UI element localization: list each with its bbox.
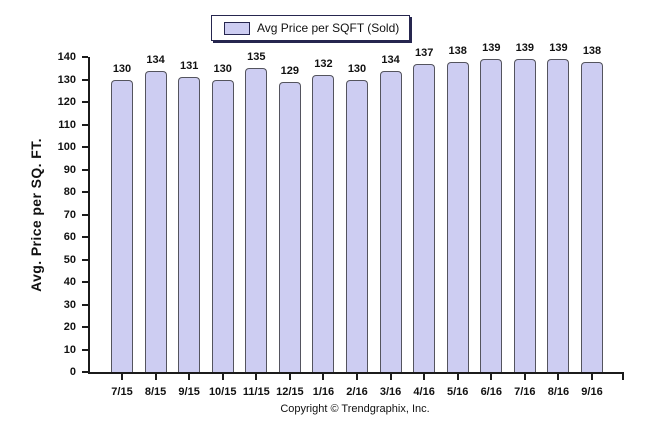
y-tick (82, 123, 88, 126)
x-axis-label: 2/16 (346, 386, 368, 398)
x-tick (523, 374, 526, 380)
y-tick-label: 40 (63, 276, 76, 288)
bar (547, 59, 570, 372)
y-tick-label: 60 (63, 231, 76, 243)
y-tick-label: 30 (63, 298, 76, 311)
y-tick-label: 80 (63, 186, 76, 198)
bar (245, 68, 268, 372)
x-tick (490, 374, 493, 380)
x-axis-label: 9/15 (178, 386, 200, 398)
legend-label: Avg Price per SQFT (Sold) (257, 21, 400, 35)
x-axis-end-tick (622, 374, 624, 380)
y-tick (82, 348, 88, 351)
bar-value-label: 132 (314, 58, 333, 70)
y-tick-label: 70 (63, 208, 76, 221)
y-tick (82, 213, 88, 216)
y-tick (82, 101, 88, 103)
x-tick (288, 374, 291, 380)
bar (211, 79, 234, 372)
x-axis-label: 6/16 (480, 386, 502, 398)
y-tick (82, 258, 88, 261)
bar-value-label: 130 (112, 62, 132, 75)
y-tick-label: 90 (63, 163, 76, 176)
x-tick (221, 374, 224, 380)
x-tick (591, 374, 593, 380)
x-tick (389, 374, 392, 380)
bar-value-label: 139 (549, 42, 568, 55)
y-tick (82, 371, 88, 373)
bar-value-label: 134 (381, 53, 400, 66)
x-axis-label: 10/15 (208, 386, 237, 398)
x-tick (322, 374, 325, 380)
x-axis-label: 7/16 (514, 386, 536, 398)
y-tick-label: 10 (63, 343, 76, 356)
bar-value-label: 131 (179, 60, 199, 73)
x-axis-label: 11/15 (242, 386, 270, 398)
y-tick-label: 100 (57, 141, 76, 153)
x-axis-label: 9/16 (581, 386, 603, 398)
y-tick (82, 56, 88, 58)
y-tick-label: 20 (63, 321, 76, 333)
x-axis-label: 8/15 (144, 386, 167, 398)
bar-value-label: 134 (146, 53, 165, 66)
plot-area: 0 10 20 30 40 50 60 70 80 90 100 110 120 130 140 7/15 8… (58, 42, 624, 398)
bar (379, 70, 402, 372)
x-axis-label: 5/16 (446, 386, 469, 398)
bar-value-label: 130 (213, 62, 232, 75)
bar (312, 75, 335, 372)
legend: Avg Price per SQFT (Sold) (211, 15, 411, 41)
y-tick-label: 140 (57, 51, 76, 63)
y-tick-label: 50 (63, 253, 76, 266)
x-tick (557, 374, 560, 380)
y-tick (82, 146, 88, 148)
bar (278, 81, 301, 372)
bar-value-label: 130 (347, 62, 367, 75)
x-tick (356, 374, 358, 380)
bar (581, 61, 603, 372)
x-tick (154, 374, 157, 380)
x-tick (255, 374, 258, 380)
x-tick (423, 374, 426, 380)
y-tick-label: 0 (69, 366, 76, 378)
y-tick (82, 78, 88, 81)
y-tick (82, 281, 88, 283)
bar (513, 59, 536, 372)
bar-value-label: 135 (247, 51, 266, 64)
copyright: Copyright © Trendgraphix, Inc. (280, 403, 430, 415)
y-tick (82, 236, 88, 238)
x-tick (456, 374, 459, 380)
x-tick (188, 374, 191, 380)
x-axis-label: 4/16 (413, 386, 435, 398)
bar-value-label: 139 (482, 42, 501, 55)
y-tick-label: 120 (57, 96, 76, 108)
bar-value-label: 138 (448, 44, 467, 57)
bar (144, 70, 167, 372)
bar-value-label: 137 (414, 46, 434, 59)
y-tick-label: 130 (57, 73, 76, 86)
bar (111, 79, 133, 372)
x-axis-label: 7/15 (111, 386, 133, 398)
y-tick (82, 168, 88, 171)
bar (413, 63, 436, 372)
x-tick (121, 374, 123, 380)
legend-swatch-icon (224, 21, 250, 35)
bar-value-label: 129 (280, 64, 300, 77)
y-tick (82, 191, 88, 193)
x-axis-label: 12/15 (276, 386, 304, 398)
bar (446, 61, 469, 372)
bar (178, 77, 201, 372)
bar-value-label: 138 (582, 44, 602, 57)
y-tick (82, 326, 88, 328)
x-axis-label: 3/16 (379, 386, 402, 398)
y-tick-label: 110 (58, 118, 76, 131)
bar (346, 79, 368, 372)
x-axis-label: 1/16 (312, 386, 335, 398)
x-axis-label: 8/16 (547, 386, 570, 398)
bar (480, 59, 503, 372)
bar-value-label: 139 (515, 42, 535, 55)
y-tick (82, 303, 88, 306)
